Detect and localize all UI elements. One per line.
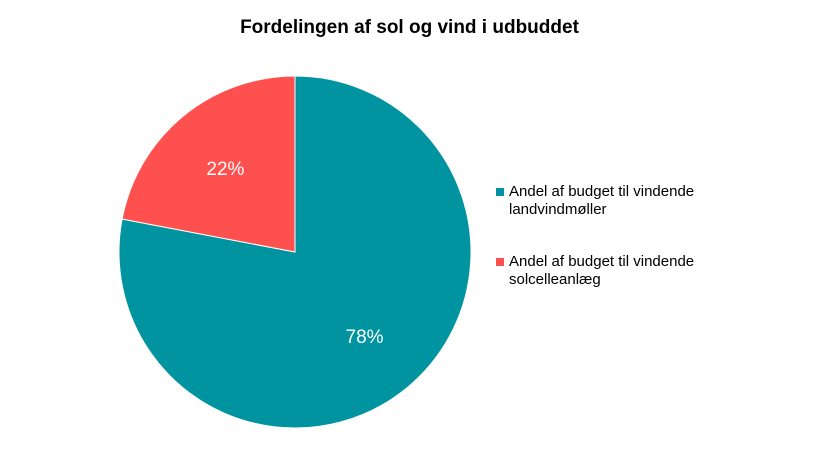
data-label-solcelleanlaeg: 22% (206, 159, 244, 180)
legend: Andel af budget til vindende landvindmøl… (496, 183, 726, 323)
legend-item-landvindmoller: Andel af budget til vindende landvindmøl… (496, 183, 726, 219)
legend-label-landvindmoller: Andel af budget til vindende landvindmøl… (509, 183, 695, 218)
legend-swatch-solcelleanlaeg (496, 258, 504, 266)
legend-swatch-landvindmoller (496, 188, 504, 196)
data-label-landvindmoller: 78% (346, 327, 384, 348)
legend-item-solcelleanlaeg: Andel af budget til vindende solcelleanl… (496, 253, 726, 289)
chart-title: Fordelingen af sol og vind i udbuddet (240, 17, 579, 38)
legend-label-solcelleanlaeg: Andel af budget til vindende solcelleanl… (509, 253, 695, 288)
pie-slice-solcelleanlaeg (121, 75, 296, 253)
pie-slice-landvindmoller (118, 75, 472, 429)
